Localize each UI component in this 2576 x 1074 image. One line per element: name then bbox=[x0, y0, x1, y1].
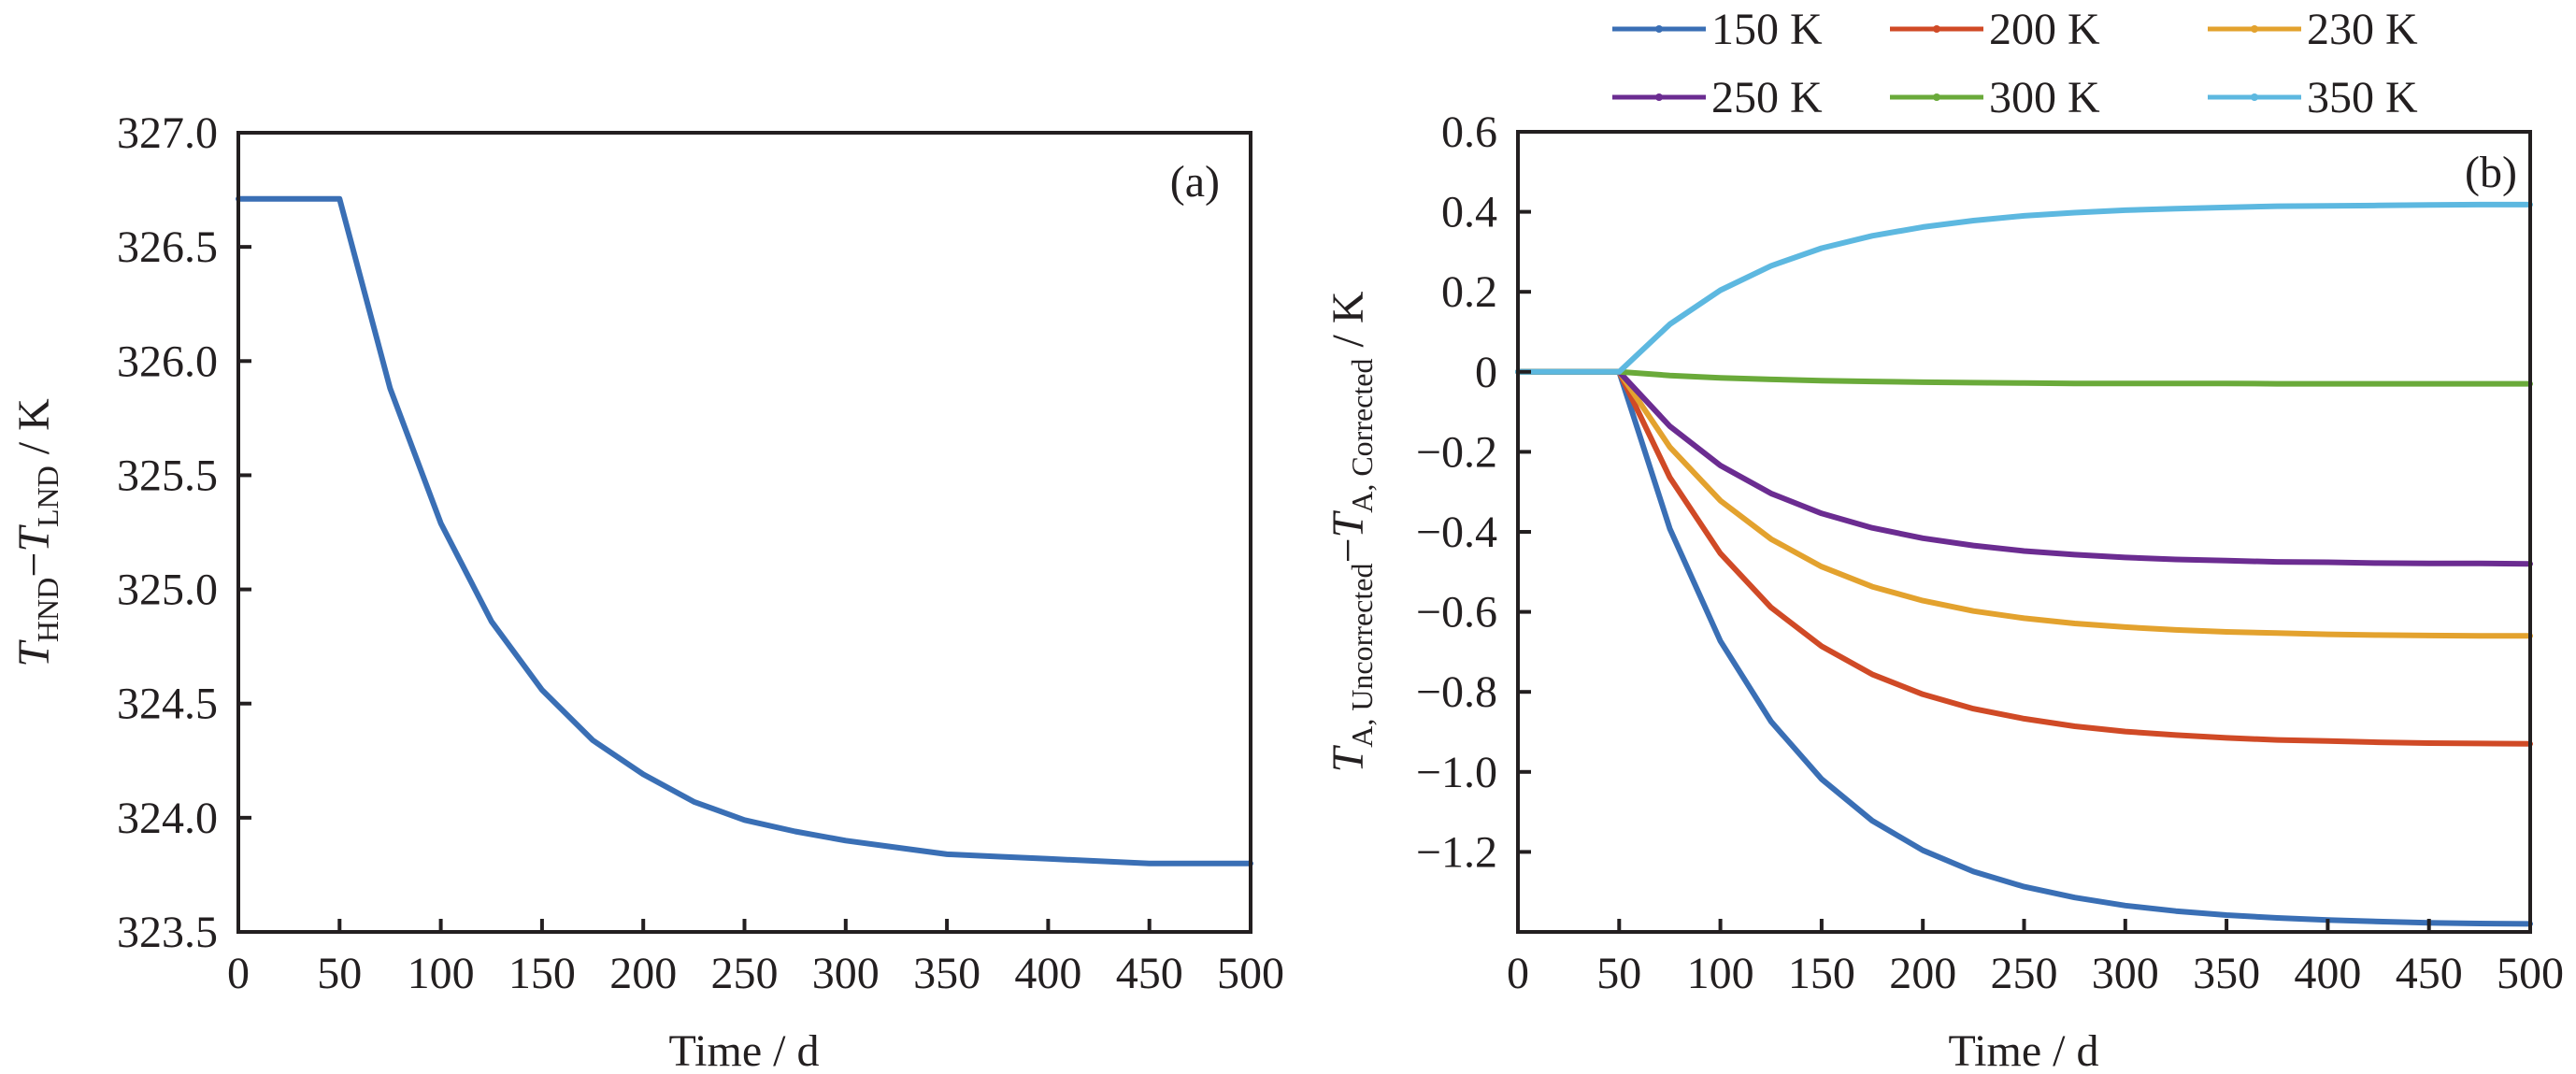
x-tick-label: 0 bbox=[1507, 949, 1529, 998]
x-tick-label: 50 bbox=[317, 949, 362, 998]
legend-label: 200 K bbox=[1989, 5, 2100, 54]
panel-a-y-axis-title: THND−TLND / K bbox=[9, 398, 64, 667]
x-tick-label: 0 bbox=[227, 949, 250, 998]
panel-b-y-ticks: −1.2 −1.0 −0.8 −0.6 −0.4 −0.2 0 0.2 0.4 0.6 bbox=[1416, 107, 1531, 877]
x-tick-label: 300 bbox=[2092, 949, 2159, 998]
legend-label: 230 K bbox=[2307, 5, 2418, 54]
legend-item: 350 K bbox=[2208, 73, 2418, 122]
legend-item: 300 K bbox=[1890, 73, 2100, 122]
y-tick-label: 325.5 bbox=[117, 451, 218, 500]
series-line-300-k bbox=[1515, 368, 2533, 387]
legend-label: 350 K bbox=[2307, 73, 2418, 122]
y-tick-label: −0.8 bbox=[1416, 667, 1497, 717]
y-tick-label: 0 bbox=[1475, 348, 1497, 397]
panel-b-x-axis-title: Time / d bbox=[1949, 1026, 2099, 1074]
x-tick-label: 50 bbox=[1596, 949, 1641, 998]
y-tick-label: 324.5 bbox=[117, 680, 218, 729]
y-tick-label: 0.6 bbox=[1441, 107, 1497, 157]
series-line-t-hnd-t-lnd bbox=[236, 195, 1253, 866]
y-tick-label: 326.0 bbox=[117, 337, 218, 386]
y-title-b-minus: − bbox=[1324, 537, 1373, 563]
y-title-a-sub1: HND bbox=[31, 578, 64, 642]
panel-b-x-ticks: 0 50 100 150 200 250 300 350 400 450 500 bbox=[1507, 919, 2564, 998]
y-tick-label: 0.2 bbox=[1441, 267, 1497, 317]
panel-b-label: (b) bbox=[2465, 148, 2517, 197]
series-line-350-k bbox=[1515, 201, 2533, 375]
series-line-150-k bbox=[1515, 368, 2533, 927]
y-title-a-minus: − bbox=[9, 552, 59, 578]
y-tick-label: 0.4 bbox=[1441, 188, 1497, 237]
x-tick-label: 350 bbox=[913, 949, 980, 998]
y-tick-label: −0.6 bbox=[1416, 588, 1497, 637]
legend-marker-icon bbox=[1655, 93, 1663, 101]
y-title-b-main: T bbox=[1324, 744, 1373, 772]
y-title-b-sub2: A, Corrected bbox=[1345, 359, 1379, 513]
legend-label: 250 K bbox=[1711, 73, 1823, 122]
legend-marker-icon bbox=[2251, 93, 2258, 101]
series-line-200-k bbox=[1515, 368, 2533, 747]
legend-marker-icon bbox=[1933, 93, 1940, 101]
y-title-a-unit: / K bbox=[9, 398, 59, 465]
panel-b-y-axis-title: TA, Uncorrected−TA, Corrected / K bbox=[1324, 291, 1379, 772]
panel-b-series-group bbox=[1515, 201, 2533, 927]
x-tick-label: 150 bbox=[1788, 949, 1855, 998]
legend-item: 250 K bbox=[1612, 73, 1823, 122]
y-title-a-main2: T bbox=[9, 524, 59, 552]
legend-label: 300 K bbox=[1989, 73, 2100, 122]
panel-a-series-group bbox=[236, 195, 1253, 866]
y-tick-label: −1.0 bbox=[1416, 748, 1497, 797]
legend-item: 200 K bbox=[1890, 5, 2100, 54]
panel-a-y-ticks: 323.5 324.0 324.5 325.0 325.5 326.0 326.5 327.0 bbox=[117, 108, 251, 957]
x-tick-label: 200 bbox=[609, 949, 677, 998]
x-tick-label: 350 bbox=[2193, 949, 2260, 998]
y-title-b-unit: / K bbox=[1324, 291, 1373, 358]
x-tick-label: 450 bbox=[2396, 949, 2463, 998]
panel-a-x-axis-title: Time / d bbox=[669, 1026, 820, 1074]
x-tick-label: 500 bbox=[1217, 949, 1284, 998]
x-tick-label: 150 bbox=[508, 949, 576, 998]
x-tick-label: 100 bbox=[1687, 949, 1754, 998]
y-tick-label: 324.0 bbox=[117, 794, 218, 843]
y-title-a-main: T bbox=[9, 639, 59, 667]
y-tick-label: 326.5 bbox=[117, 222, 218, 272]
y-tick-label: 327.0 bbox=[117, 108, 218, 158]
series-line-230-k bbox=[1515, 368, 2533, 639]
panel-a-frame bbox=[236, 131, 1252, 934]
y-title-b-sub1: A, Uncorrected bbox=[1345, 564, 1379, 748]
x-tick-label: 400 bbox=[2294, 949, 2361, 998]
legend-label: 150 K bbox=[1711, 5, 1823, 54]
y-title-b-main2: T bbox=[1324, 509, 1373, 537]
legend-item: 230 K bbox=[2208, 5, 2418, 54]
y-tick-label: 323.5 bbox=[117, 908, 218, 957]
panel-a-label: (a) bbox=[1170, 157, 1220, 207]
x-tick-label: 450 bbox=[1116, 949, 1183, 998]
series-line-250-k bbox=[1515, 368, 2533, 567]
y-tick-label: −1.2 bbox=[1416, 827, 1497, 877]
y-tick-label: −0.4 bbox=[1416, 508, 1497, 557]
legend-marker-icon bbox=[1933, 25, 1940, 33]
x-tick-label: 500 bbox=[2497, 949, 2564, 998]
x-tick-label: 250 bbox=[1991, 949, 2058, 998]
y-tick-label: −0.2 bbox=[1416, 427, 1497, 477]
y-tick-label: 325.0 bbox=[117, 566, 218, 615]
panel-a-x-ticks: 0 50 100 150 200 250 300 350 400 450 500 bbox=[227, 919, 1284, 998]
x-tick-label: 300 bbox=[812, 949, 880, 998]
x-tick-label: 250 bbox=[711, 949, 779, 998]
legend-marker-icon bbox=[1655, 25, 1663, 33]
x-tick-label: 100 bbox=[408, 949, 475, 998]
legend-item: 150 K bbox=[1612, 5, 1823, 54]
panel-a: 0 50 100 150 200 250 300 350 400 450 500 323.5 324.… bbox=[9, 108, 1284, 1074]
y-title-a-sub2: LND bbox=[31, 465, 64, 527]
legend-marker-icon bbox=[2251, 25, 2258, 33]
legend: 150 K 200 K 230 K 250 K 300 K 350 K bbox=[1612, 5, 2418, 122]
x-tick-label: 200 bbox=[1889, 949, 1956, 998]
panel-b: 0 50 100 150 200 250 300 350 400 450 500 −1.2−1.0−… bbox=[1324, 5, 2564, 1074]
x-tick-label: 400 bbox=[1014, 949, 1081, 998]
